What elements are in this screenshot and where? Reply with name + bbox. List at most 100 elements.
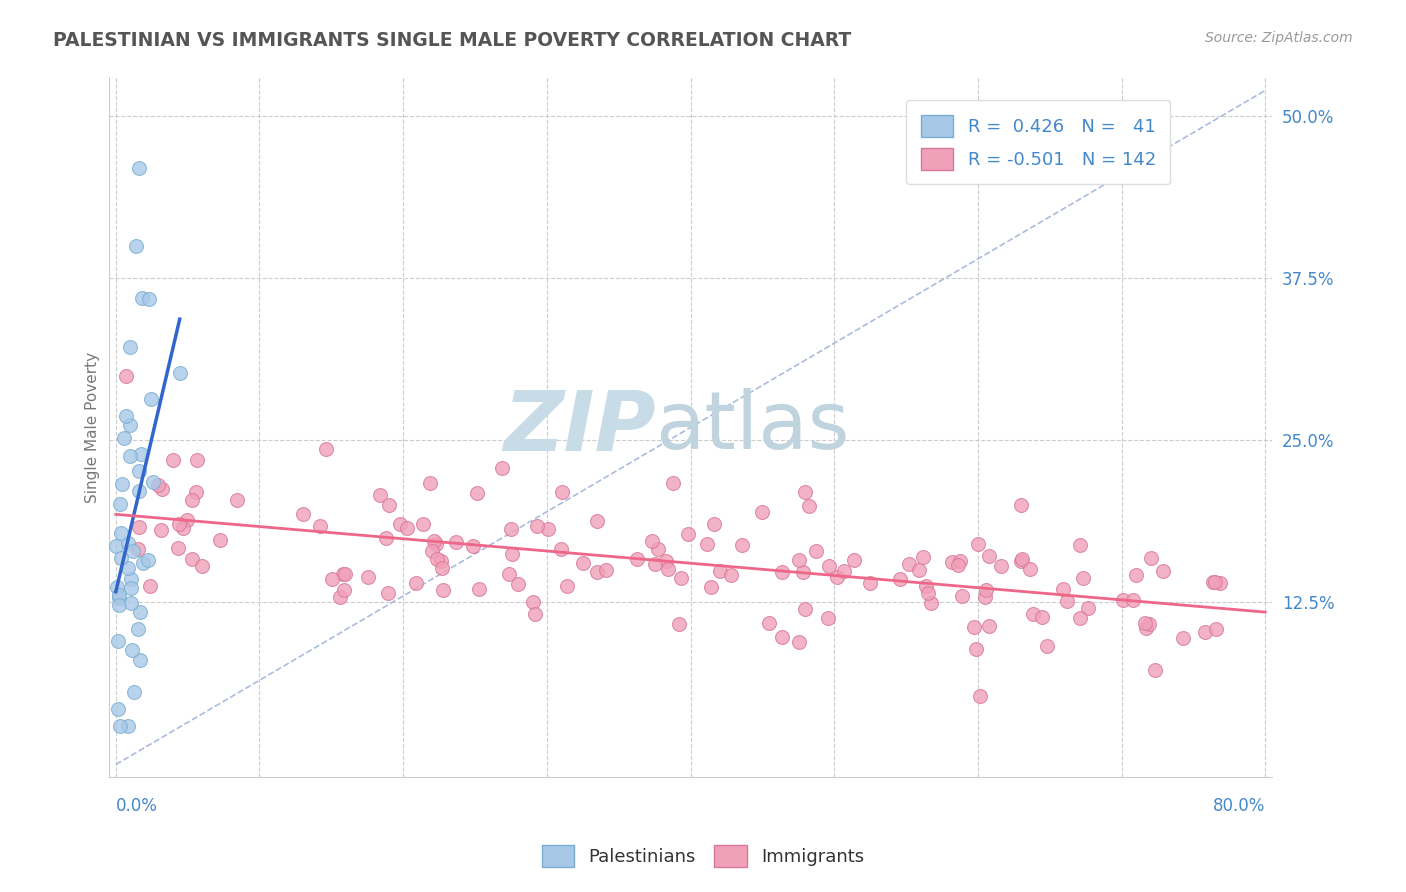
Text: PALESTINIAN VS IMMIGRANTS SINGLE MALE POVERTY CORRELATION CHART: PALESTINIAN VS IMMIGRANTS SINGLE MALE PO… [53, 31, 852, 50]
Point [644, 557, 666, 571]
Y-axis label: Single Male Poverty: Single Male Poverty [86, 352, 100, 503]
Point [647, 541, 669, 556]
Point [751, 505, 773, 519]
Point [125, 239, 148, 253]
Point [949, 554, 972, 568]
Point [419, 476, 441, 491]
Text: 80.0%: 80.0% [1213, 797, 1265, 815]
Point [586, 565, 609, 579]
Point [523, 607, 546, 622]
Point [332, 566, 354, 581]
Point [657, 562, 679, 576]
Point [107, 702, 129, 716]
Point [426, 551, 449, 566]
Point [209, 533, 232, 548]
Point [115, 368, 138, 383]
Point [149, 523, 172, 537]
Point [974, 590, 997, 604]
Point [139, 579, 162, 593]
Point [120, 573, 142, 587]
Point [1011, 551, 1033, 566]
Point [430, 554, 453, 568]
Point [797, 499, 820, 513]
Point [1022, 607, 1045, 622]
Point [990, 558, 1012, 573]
Point [550, 542, 572, 557]
Point [120, 340, 142, 354]
Point [465, 486, 488, 500]
Point [120, 450, 142, 464]
Point [107, 599, 129, 613]
Point [832, 565, 855, 579]
Point [176, 514, 198, 528]
Point [655, 554, 678, 568]
Point [1069, 538, 1091, 552]
Point [333, 566, 356, 581]
Point [941, 555, 963, 569]
Point [917, 586, 939, 600]
Point [378, 498, 401, 512]
Point [127, 541, 149, 556]
Point [167, 517, 190, 532]
Point [377, 586, 399, 600]
Point [789, 634, 811, 648]
Point [172, 521, 194, 535]
Point [110, 718, 132, 732]
Point [388, 517, 411, 532]
Point [1171, 631, 1194, 645]
Point [110, 551, 132, 566]
Point [357, 570, 380, 584]
Point [1052, 582, 1074, 596]
Point [1031, 610, 1053, 624]
Point [432, 560, 454, 574]
Point [332, 582, 354, 597]
Point [501, 547, 523, 561]
Point [169, 366, 191, 380]
Point [181, 552, 204, 566]
Point [1209, 576, 1232, 591]
Point [1202, 574, 1225, 589]
Point [696, 537, 718, 551]
Point [127, 622, 149, 636]
Point [522, 594, 544, 608]
Point [661, 475, 683, 490]
Point [571, 557, 593, 571]
Point [859, 576, 882, 591]
Point [117, 718, 139, 732]
Point [108, 589, 131, 603]
Point [720, 567, 742, 582]
Text: ZIP: ZIP [503, 387, 655, 468]
Point [150, 482, 173, 496]
Point [1204, 574, 1226, 589]
Point [709, 564, 731, 578]
Point [586, 514, 609, 528]
Point [787, 553, 810, 567]
Point [186, 453, 208, 467]
Point [1069, 611, 1091, 625]
Point [551, 484, 574, 499]
Point [794, 602, 817, 616]
Point [825, 570, 848, 584]
Point [375, 531, 398, 545]
Point [186, 485, 208, 500]
Point [703, 517, 725, 532]
Point [121, 543, 143, 558]
Point [668, 616, 690, 631]
Point [758, 615, 780, 630]
Point [911, 549, 934, 564]
Point [817, 611, 839, 625]
Point [142, 475, 165, 490]
Point [162, 453, 184, 467]
Point [908, 563, 931, 577]
Point [640, 533, 662, 548]
Point [1135, 621, 1157, 635]
Point [111, 477, 134, 491]
Point [138, 292, 160, 306]
Point [128, 652, 150, 666]
Point [1036, 640, 1059, 654]
Point [770, 630, 793, 644]
Point [181, 492, 204, 507]
Point [1010, 498, 1032, 512]
Point [132, 556, 155, 570]
Point [1194, 624, 1216, 639]
